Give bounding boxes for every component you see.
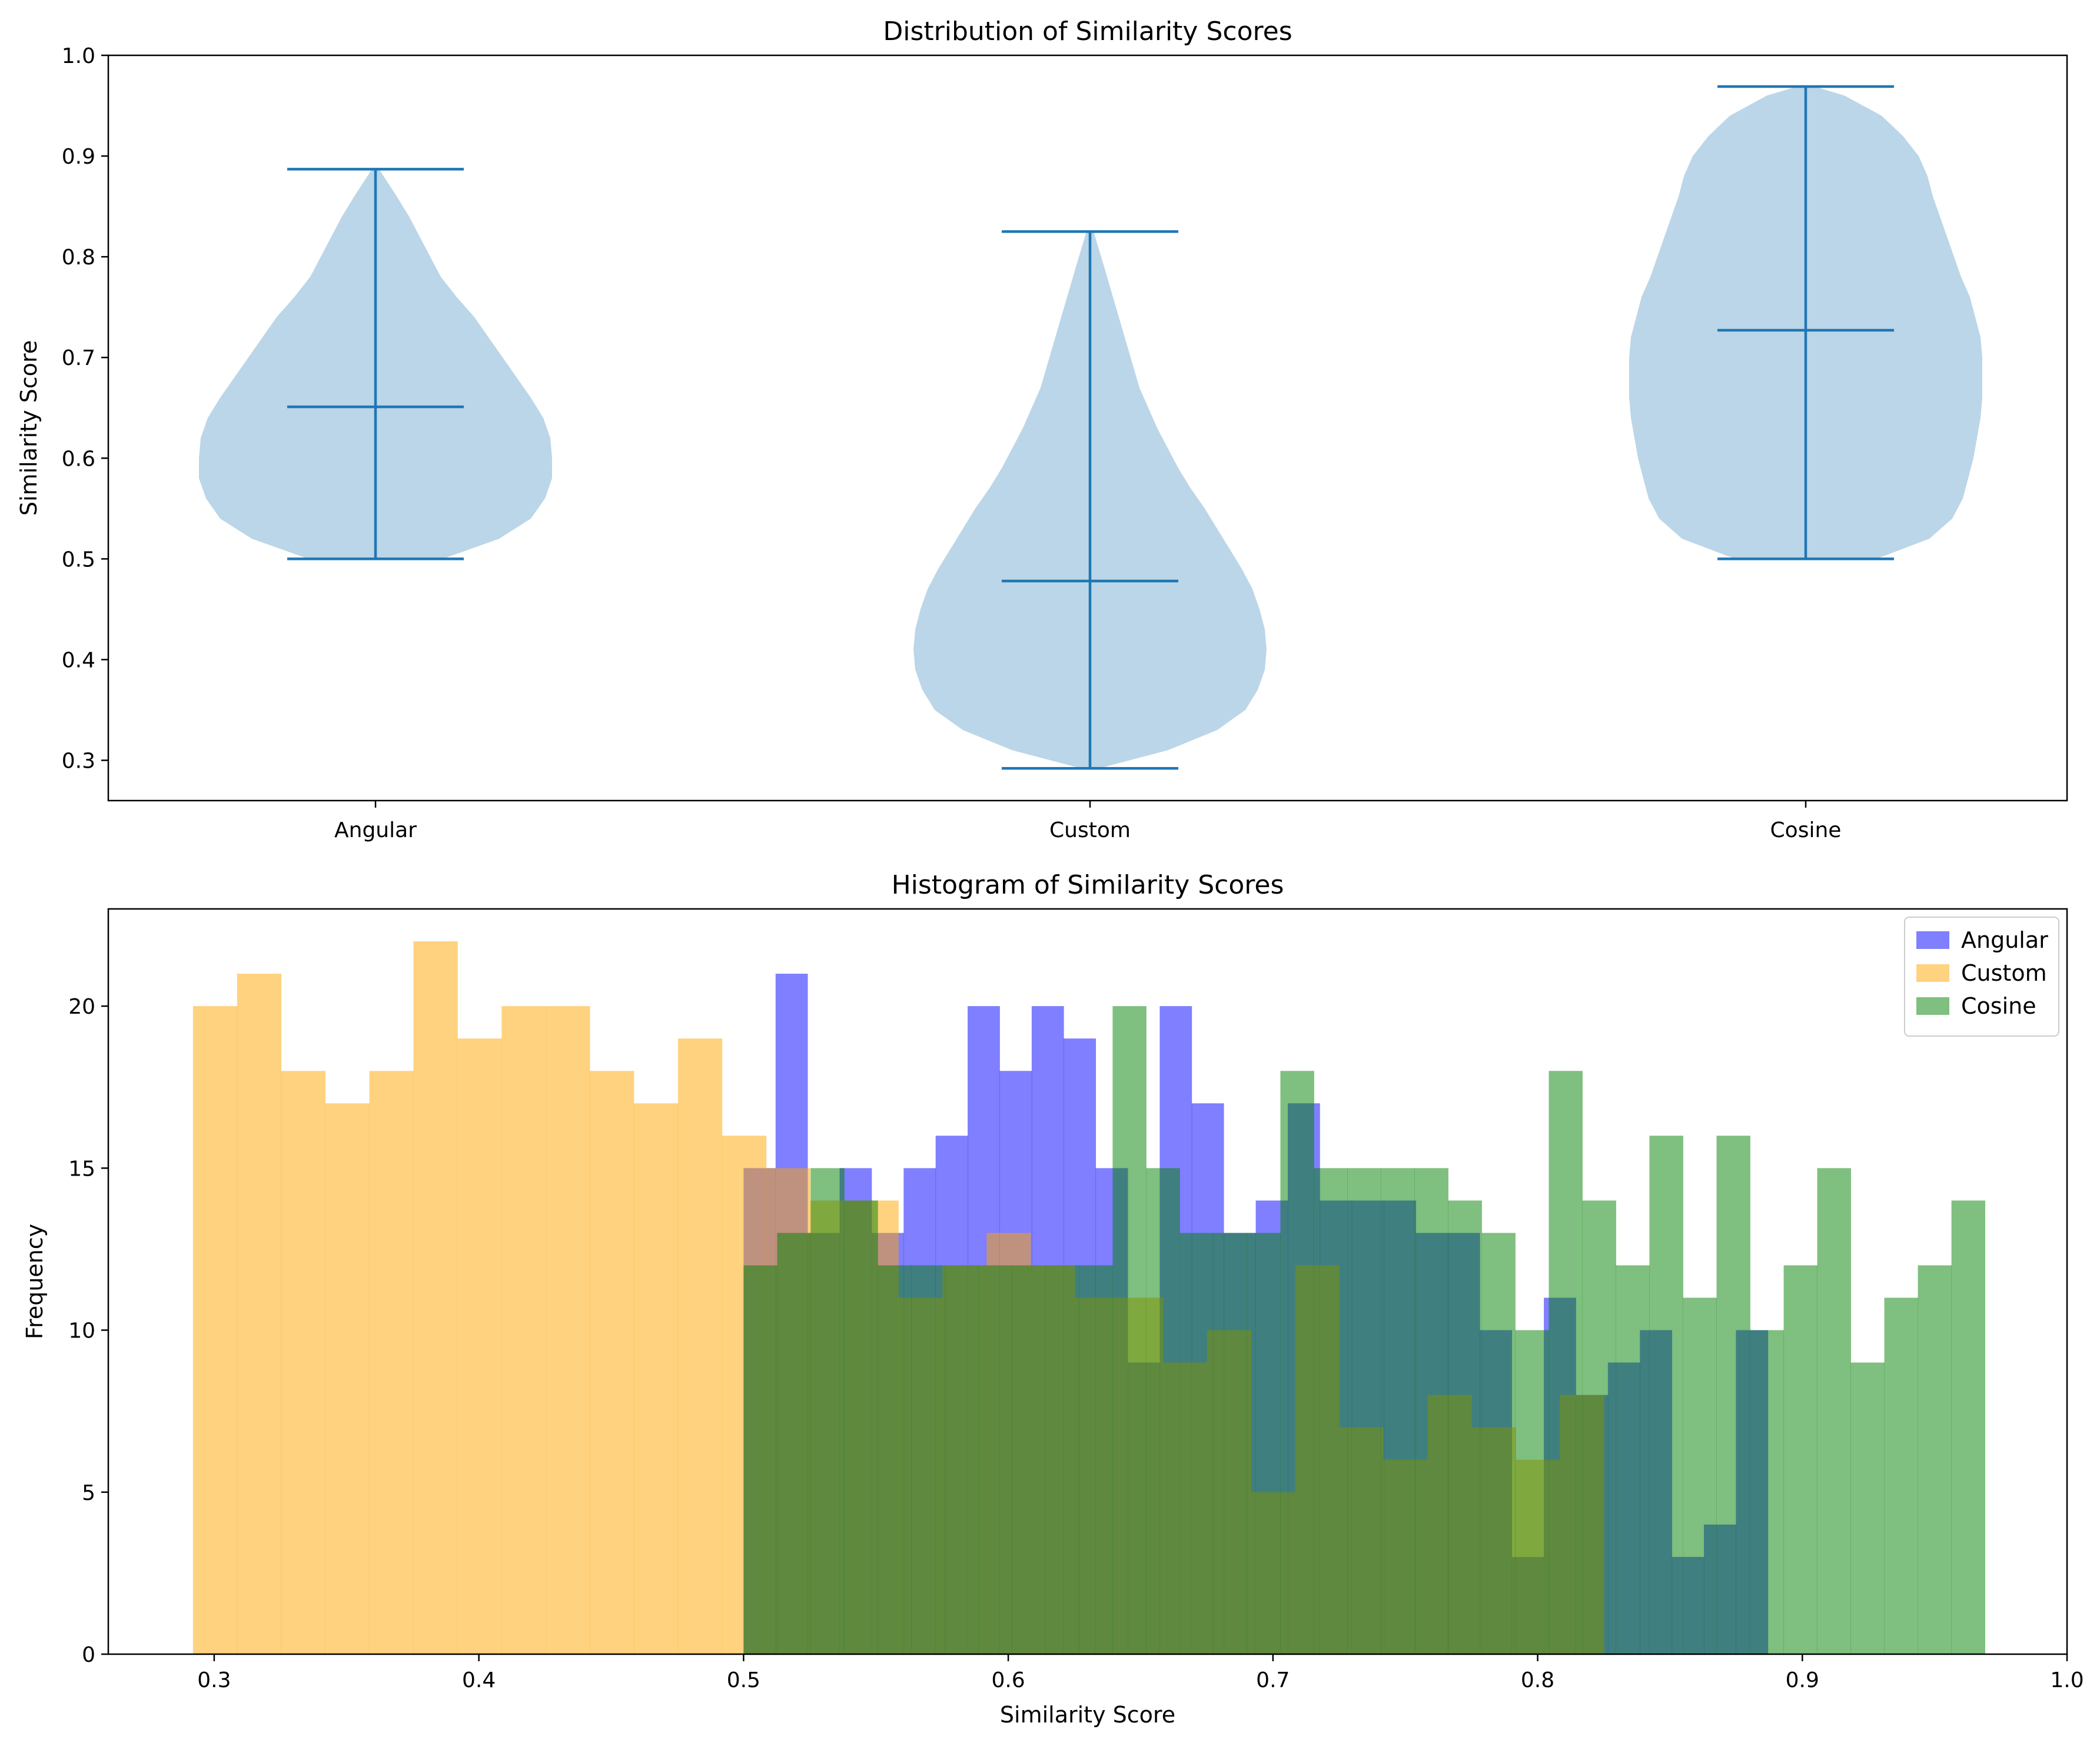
histogram-bar-cosine: [810, 1168, 845, 1654]
violin-x-axis: Angular Custom Cosine: [334, 801, 1841, 842]
histogram-x-tick-label: 0.7: [1256, 1668, 1290, 1692]
histogram-bar-cosine: [1448, 1200, 1482, 1654]
histogram-x-tick-label: 1.0: [2050, 1668, 2084, 1692]
histogram-bar-cosine: [1381, 1168, 1415, 1654]
histogram-y-tick-label: 10: [68, 1319, 95, 1343]
histogram-bar-cosine: [1012, 1265, 1046, 1654]
histogram-x-axis-label: Similarity Score: [1000, 1702, 1175, 1728]
histogram-bar-cosine: [978, 1265, 1012, 1654]
histogram-bar-cosine: [1817, 1168, 1851, 1654]
violin-x-tick-label-cosine: Cosine: [1770, 818, 1842, 842]
violin-x-tick-label-angular: Angular: [334, 818, 417, 842]
histogram-bar-cosine: [1951, 1200, 1985, 1654]
histogram-x-axis: 0.3 0.4 0.5 0.6 0.7 0.8 0.9 1.0: [197, 1654, 2084, 1692]
histogram-x-tick-label: 0.9: [1786, 1668, 1819, 1692]
legend-swatch-angular: [1916, 931, 1949, 949]
histogram-bar-cosine: [878, 1265, 912, 1654]
histogram-bar-cosine: [743, 1265, 777, 1654]
legend-label-cosine: Cosine: [1961, 993, 2036, 1019]
violin-plot-frame: [107, 54, 2068, 802]
histogram-bar-cosine: [777, 1233, 811, 1654]
histogram-bar-custom: [590, 1071, 634, 1654]
histogram-bar-cosine: [1213, 1233, 1247, 1654]
histogram-bar-cosine: [1716, 1136, 1750, 1654]
histogram-bar-custom: [413, 941, 458, 1654]
histogram-bar-cosine: [1884, 1297, 1918, 1654]
histogram-x-tick-label: 0.3: [197, 1668, 231, 1692]
violin-y-tick-label: 0.7: [62, 346, 95, 370]
histogram-bar-cosine: [1515, 1330, 1549, 1654]
histogram-bar-cosine: [1280, 1071, 1314, 1654]
histogram-x-tick-label: 0.5: [727, 1668, 760, 1692]
histogram-bar-cosine: [1179, 1233, 1214, 1654]
histogram-bar-cosine: [945, 1265, 979, 1654]
violin-x-tick-label-custom: Custom: [1049, 818, 1131, 842]
histogram-bar-cosine: [1582, 1200, 1616, 1654]
histogram-y-tick-label: 15: [68, 1157, 95, 1181]
legend-label-custom: Custom: [1961, 960, 2047, 986]
violin-y-axis-label: Similarity Score: [16, 340, 42, 516]
violin-y-tick-label: 0.3: [62, 749, 95, 774]
histogram-bar-cosine: [1783, 1265, 1817, 1654]
violin-title: Distribution of Similarity Scores: [883, 16, 1292, 47]
histogram-bar-cosine: [911, 1265, 945, 1654]
legend-swatch-cosine: [1916, 997, 1949, 1015]
histogram-bar-cosine: [1683, 1297, 1717, 1654]
histogram-bar-cosine: [1247, 1233, 1281, 1654]
violin-y-tick-label: 1.0: [62, 44, 95, 68]
violin-lines: [287, 85, 1894, 770]
histogram-bar-cosine: [1414, 1168, 1448, 1654]
histogram-bar-custom: [546, 1006, 590, 1654]
histogram-x-tick-label: 0.6: [991, 1668, 1025, 1692]
violin-y-tick-label: 0.4: [62, 648, 95, 672]
histogram-bar-cosine: [1850, 1362, 1885, 1654]
histogram-series-cosine: [743, 1006, 1985, 1654]
histogram-bar-cosine: [1649, 1136, 1683, 1654]
histogram-bar-cosine: [1616, 1265, 1650, 1654]
histogram-bar-cosine: [1045, 1265, 1079, 1654]
histogram-title: Histogram of Similarity Scores: [892, 870, 1284, 900]
histogram-bar-cosine: [1314, 1168, 1348, 1654]
histogram-bar-custom: [501, 1006, 546, 1654]
violin-panel: Distribution of Similarity Scores 0.3 0.4…: [16, 16, 2068, 842]
histogram-bar-custom: [281, 1071, 326, 1654]
histogram-x-tick-label: 0.4: [462, 1668, 496, 1692]
violin-y-tick-label: 0.5: [62, 547, 95, 572]
histogram-bar-cosine: [1481, 1233, 1516, 1654]
violin-y-tick-label: 0.9: [62, 145, 95, 169]
violin-y-tick-label: 0.6: [62, 447, 95, 471]
histogram-legend: Angular Custom Cosine: [1904, 917, 2059, 1037]
histogram-bar-custom: [192, 1006, 238, 1654]
legend-label-angular: Angular: [1961, 927, 2048, 953]
histogram-y-tick-label: 5: [82, 1481, 95, 1505]
histogram-bar-cosine: [1750, 1330, 1784, 1654]
histogram-bar-custom: [633, 1103, 679, 1654]
violin-y-tick-label: 0.8: [62, 245, 95, 270]
histogram-bar-cosine: [844, 1200, 878, 1654]
histogram-bar-custom: [457, 1038, 502, 1654]
histogram-bar-cosine: [1112, 1006, 1147, 1654]
histogram-bar-custom: [325, 1103, 370, 1654]
histogram-bars: [192, 941, 1985, 1654]
histogram-x-tick-label: 0.8: [1521, 1668, 1554, 1692]
histogram-bar-custom: [369, 1071, 414, 1654]
histogram-bar-cosine: [1549, 1071, 1583, 1654]
histogram-bar-cosine: [1347, 1168, 1381, 1654]
histogram-y-axis: 0 5 10 15 20: [68, 995, 108, 1667]
histogram-bar-custom: [237, 974, 282, 1654]
histogram-panel: Histogram of Similarity Scores 05101520 …: [22, 870, 2084, 1728]
histogram-bar-cosine: [1918, 1265, 1952, 1654]
histogram-plot-frame: [107, 908, 2068, 1655]
legend-swatch-custom: [1916, 964, 1949, 982]
histogram-bar-cosine: [1146, 1168, 1180, 1654]
violin-y-axis: 0.3 0.4 0.5 0.6 0.7 0.8 0.9 1.0: [62, 44, 108, 774]
histogram-y-tick-label: 20: [68, 995, 95, 1019]
histogram-bar-cosine: [1079, 1265, 1113, 1654]
histogram-bar-custom: [677, 1038, 723, 1654]
histogram-y-tick-label: 0: [82, 1643, 95, 1667]
histogram-y-axis-label: Frequency: [22, 1224, 48, 1339]
